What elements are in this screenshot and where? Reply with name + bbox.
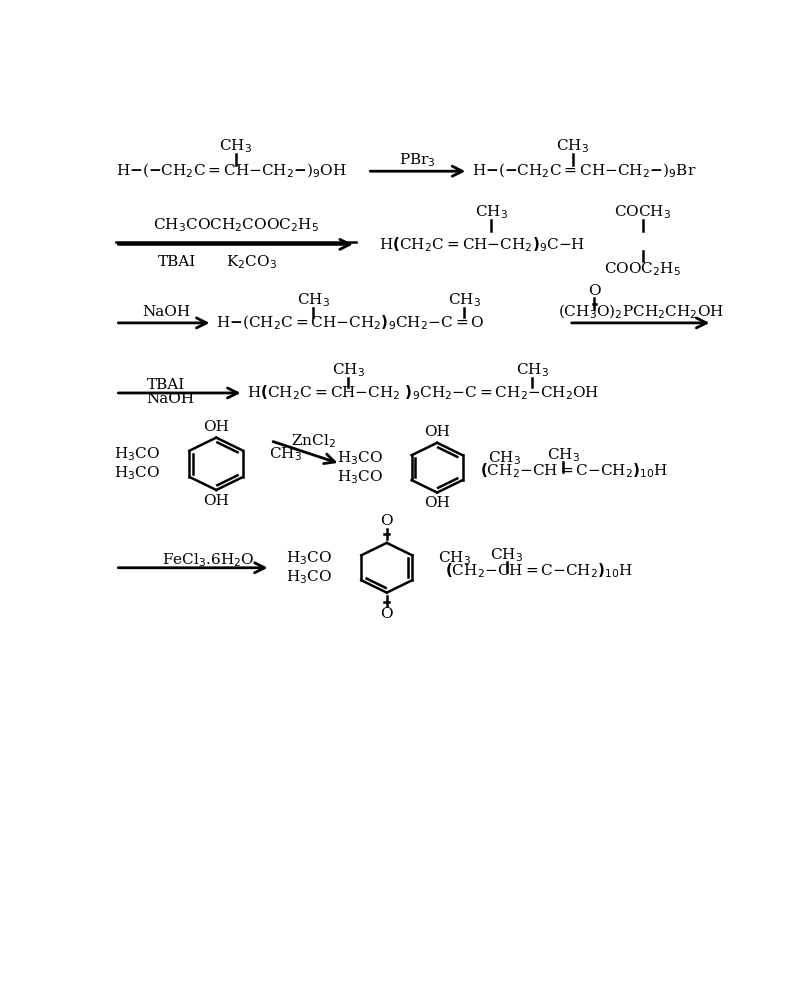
- Text: H$_3$CO: H$_3$CO: [286, 568, 333, 585]
- Text: CH$_3$: CH$_3$: [331, 361, 365, 379]
- Text: H$\boldsymbol{-}$($\boldsymbol{-}$CH$_2$C$=$CH$-$CH$_2$$\boldsymbol{-}$)$_9$Br: H$\boldsymbol{-}$($\boldsymbol{-}$CH$_2$…: [472, 162, 696, 180]
- Text: PBr$_3$: PBr$_3$: [399, 152, 436, 169]
- Text: H$\boldsymbol{(}$CH$_2$C$=$CH$-$CH$_2$ $\boldsymbol{)}$$_9$CH$_2$$-$C$=$CH$_2$$-: H$\boldsymbol{(}$CH$_2$C$=$CH$-$CH$_2$ $…: [247, 384, 599, 402]
- Text: OH: OH: [424, 496, 450, 511]
- Text: FeCl$_3$.6H$_2$O: FeCl$_3$.6H$_2$O: [162, 551, 254, 569]
- Text: $\boldsymbol{(}$CH$_2$$-$CH$=$C$-$CH$_2$$\boldsymbol{)}$$_{10}$H: $\boldsymbol{(}$CH$_2$$-$CH$=$C$-$CH$_2$…: [480, 461, 668, 480]
- Text: OH: OH: [203, 420, 229, 434]
- Text: TBAI: TBAI: [158, 255, 197, 269]
- Text: CH$_3$: CH$_3$: [219, 138, 252, 155]
- Text: ZnCl$_2$: ZnCl$_2$: [290, 432, 335, 450]
- Text: CH$_3$: CH$_3$: [556, 138, 590, 155]
- Text: K$_2$CO$_3$: K$_2$CO$_3$: [226, 253, 277, 271]
- Text: O: O: [381, 515, 393, 528]
- Text: CH$_3$: CH$_3$: [490, 546, 523, 564]
- Text: O: O: [588, 283, 601, 297]
- Text: CH$_3$: CH$_3$: [516, 361, 549, 379]
- Text: CH$_3$: CH$_3$: [297, 291, 330, 309]
- Text: H$\boldsymbol{-}$(CH$_2$C$=$CH$-$CH$_2$$\boldsymbol{)}$$_9$CH$_2$$-$C$=$O: H$\boldsymbol{-}$(CH$_2$C$=$CH$-$CH$_2$$…: [216, 314, 485, 332]
- Text: COCH$_3$: COCH$_3$: [614, 203, 671, 220]
- Text: H$_3$CO: H$_3$CO: [337, 450, 383, 467]
- Text: CH$_3$: CH$_3$: [475, 203, 508, 220]
- Text: $\boldsymbol{(}$CH$_2$$-$CH$=$C$-$CH$_2$$\boldsymbol{)}$$_{10}$H: $\boldsymbol{(}$CH$_2$$-$CH$=$C$-$CH$_2$…: [445, 562, 633, 581]
- Text: O: O: [381, 607, 393, 621]
- Text: H$_3$CO: H$_3$CO: [286, 550, 333, 568]
- Text: NaOH: NaOH: [146, 393, 194, 406]
- Text: CH$_3$: CH$_3$: [438, 550, 471, 568]
- Text: H$_3$CO: H$_3$CO: [337, 468, 383, 486]
- Text: (CH$_3$O)$_2$PCH$_2$CH$_2$OH: (CH$_3$O)$_2$PCH$_2$CH$_2$OH: [558, 303, 724, 322]
- Text: CH$_3$: CH$_3$: [488, 450, 522, 467]
- Text: CH$_3$: CH$_3$: [269, 446, 302, 463]
- Text: H$_3$CO: H$_3$CO: [114, 446, 161, 463]
- Text: H$\boldsymbol{(}$CH$_2$C$=$CH$-$CH$_2$$\boldsymbol{)}$$_9$C$-$H: H$\boldsymbol{(}$CH$_2$C$=$CH$-$CH$_2$$\…: [379, 235, 586, 254]
- Text: OH: OH: [203, 494, 229, 508]
- Text: CH$_3$: CH$_3$: [448, 291, 481, 309]
- Text: NaOH: NaOH: [142, 305, 190, 319]
- Text: OH: OH: [424, 425, 450, 439]
- Text: CH$_3$: CH$_3$: [547, 447, 580, 464]
- Text: H$\boldsymbol{-}$($\boldsymbol{-}$CH$_2$C$=$CH$-$CH$_2$$\boldsymbol{-}$)$_9$OH: H$\boldsymbol{-}$($\boldsymbol{-}$CH$_2$…: [115, 162, 346, 180]
- Text: COOC$_2$H$_5$: COOC$_2$H$_5$: [604, 260, 681, 277]
- Text: H$_3$CO: H$_3$CO: [114, 464, 161, 482]
- Text: TBAI: TBAI: [146, 378, 185, 393]
- Text: CH$_3$COCH$_2$COOC$_2$H$_5$: CH$_3$COCH$_2$COOC$_2$H$_5$: [153, 216, 318, 234]
